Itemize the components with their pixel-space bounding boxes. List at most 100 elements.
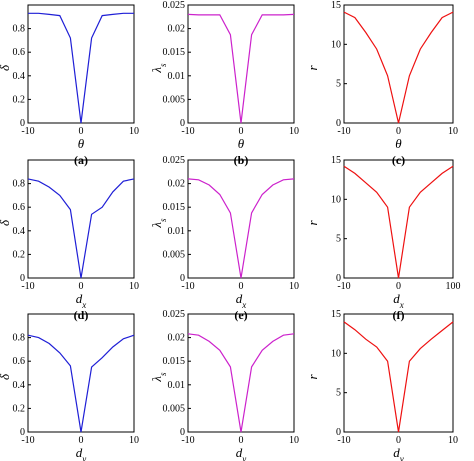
- x-tick-label: -10: [21, 435, 34, 446]
- y-tick-label: 0.02: [168, 333, 186, 344]
- y-tick-label: 0.005: [163, 94, 186, 105]
- x-axis-label: dx: [76, 291, 87, 310]
- y-tick-label: 0: [20, 427, 25, 438]
- y-tick-label: 0.01: [168, 226, 186, 237]
- x-axis-label: θ: [78, 136, 85, 151]
- x-tick-label: 0: [396, 281, 401, 292]
- y-tick-label: 10: [331, 39, 341, 50]
- x-tick-label: 10: [129, 281, 139, 292]
- y-tick-label: 0.6: [13, 356, 26, 367]
- plot-frame: [187, 159, 295, 279]
- y-tick-label: 15: [331, 309, 341, 320]
- y-tick-label: 0.2: [13, 403, 26, 414]
- series-line: [187, 333, 295, 433]
- y-axis-label: λs: [149, 372, 168, 383]
- x-tick-label: -10: [337, 126, 350, 137]
- series-line: [343, 11, 454, 124]
- y-tick-label: 15: [331, 155, 341, 166]
- x-tick-label: 0: [396, 435, 401, 446]
- y-tick-label: 5: [336, 79, 341, 90]
- x-tick-label: -10: [181, 281, 194, 292]
- y-axis-label: λs: [149, 218, 168, 229]
- y-tick-label: 5: [336, 388, 341, 399]
- x-tick-label: 0: [239, 281, 244, 292]
- x-tick-label: 0: [396, 126, 401, 137]
- y-tick-label: 0: [180, 118, 185, 129]
- x-tick-label: 0: [79, 126, 84, 137]
- y-tick-label: 0.025: [163, 155, 186, 166]
- x-tick-label: 10: [448, 435, 458, 446]
- y-tick-label: 0.025: [163, 0, 186, 11]
- y-tick-label: 0.2: [13, 249, 26, 260]
- x-tick-label: -10: [337, 281, 350, 292]
- plot-frame: [343, 4, 454, 124]
- plot-frame: [27, 4, 135, 124]
- x-tick-label: -10: [337, 435, 350, 446]
- y-tick-label: 0: [180, 273, 185, 284]
- panel-caption: (f): [393, 308, 405, 322]
- y-tick-label: 0.4: [13, 226, 26, 237]
- series-line: [27, 178, 135, 279]
- y-axis-label: r: [305, 65, 320, 71]
- series-line: [28, 12, 134, 124]
- y-tick-label: 0.6: [13, 202, 26, 213]
- y-tick-label: 0.01: [168, 380, 186, 391]
- y-axis-label: δ: [0, 64, 12, 71]
- panel-caption: (e): [234, 308, 247, 322]
- y-axis-label: r: [305, 220, 320, 226]
- y-tick-label: 0.015: [163, 202, 186, 213]
- y-tick-label: 0.01: [168, 71, 186, 82]
- y-tick-label: 5: [336, 234, 341, 245]
- x-tick-label: 10: [289, 435, 299, 446]
- y-tick-label: 0.005: [163, 403, 186, 414]
- y-axis-label: r: [305, 374, 320, 380]
- series-line: [187, 13, 295, 124]
- x-axis-label: dy: [393, 445, 404, 461]
- y-tick-label: 0: [20, 118, 25, 129]
- series-line: [187, 178, 295, 279]
- y-tick-label: 0.6: [13, 47, 26, 58]
- x-tick-label: 0: [239, 435, 244, 446]
- x-tick-label: 0: [79, 435, 84, 446]
- plot-frame: [187, 313, 295, 433]
- y-tick-label: 0.4: [13, 71, 26, 82]
- y-tick-label: 0.005: [163, 249, 186, 260]
- x-axis-label: dx: [236, 291, 247, 310]
- y-tick-label: 0.8: [13, 333, 26, 344]
- y-tick-label: 0: [180, 427, 185, 438]
- y-axis-label: λs: [149, 63, 168, 74]
- y-tick-label: 0.02: [168, 179, 186, 190]
- series-line: [343, 321, 454, 433]
- y-tick-label: 0.4: [13, 380, 26, 391]
- y-tick-label: 10: [331, 194, 341, 205]
- x-tick-label: 10: [129, 435, 139, 446]
- y-tick-label: 0: [336, 118, 341, 129]
- y-tick-label: 0.025: [163, 309, 186, 320]
- x-axis-label: dx: [393, 291, 404, 310]
- y-tick-label: 10: [331, 348, 341, 359]
- x-tick-label: 0: [79, 281, 84, 292]
- y-tick-label: 0.8: [13, 24, 26, 35]
- y-tick-label: 0.02: [168, 24, 186, 35]
- x-tick-label: -10: [21, 126, 34, 137]
- y-tick-label: 0.8: [13, 179, 26, 190]
- x-axis-label: θ: [395, 136, 402, 151]
- series-line: [343, 165, 454, 279]
- y-tick-label: 0: [336, 273, 341, 284]
- series-line: [27, 334, 135, 433]
- x-tick-label: 10: [289, 281, 299, 292]
- plot-frame: [343, 313, 454, 433]
- x-tick-label: -10: [181, 435, 194, 446]
- x-tick-label: 0: [239, 126, 244, 137]
- x-axis-label: θ: [238, 136, 245, 151]
- x-tick-label: -10: [21, 281, 34, 292]
- panel-caption: (d): [74, 308, 89, 322]
- x-tick-label: 10: [448, 126, 458, 137]
